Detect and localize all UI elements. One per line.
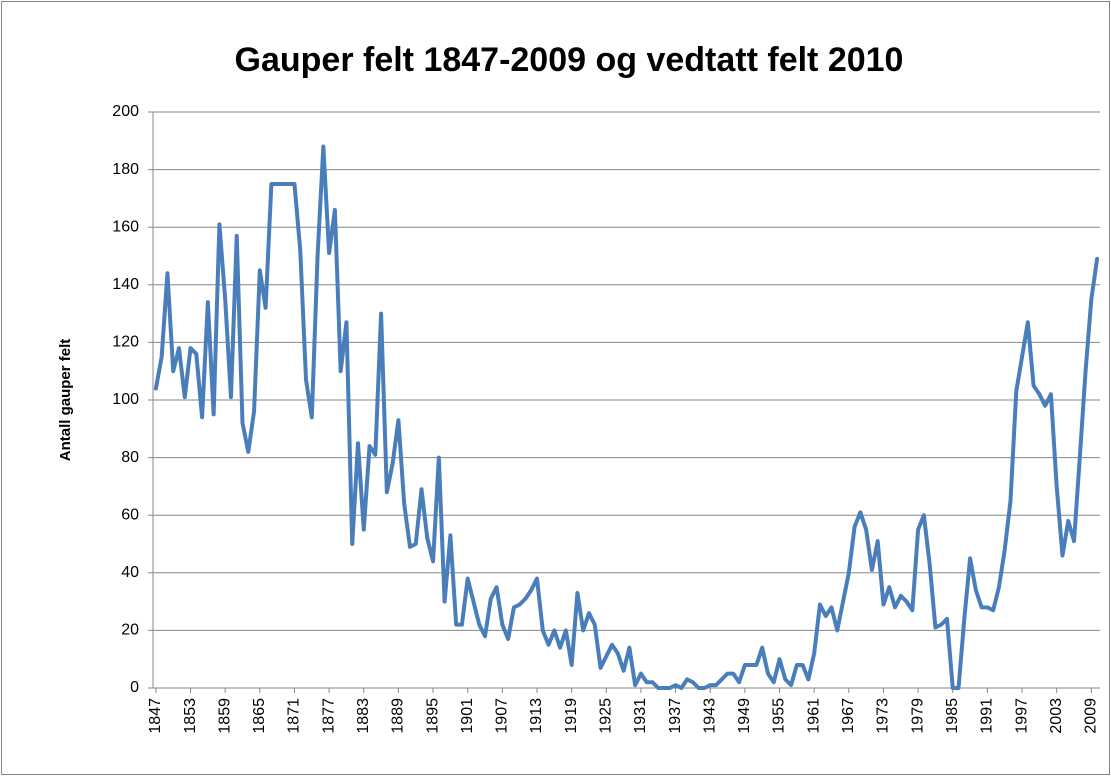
y-tick-label: 160 [112,218,139,235]
x-tick-label: 1991 [979,698,996,734]
y-tick-label: 40 [121,564,139,581]
x-tick-label: 1913 [528,698,545,734]
x-tick-label: 1895 [424,698,441,734]
x-tick-label: 1907 [494,698,511,734]
x-tick-label: 1955 [771,698,788,734]
y-tick-label: 200 [112,103,139,120]
x-tick-label: 1877 [320,698,337,734]
x-tick-label: 1901 [459,698,476,734]
x-tick-label: 2009 [1083,698,1100,734]
x-tick-label: 1883 [355,698,372,734]
y-axis-label: Antall gauper felt [57,339,74,462]
x-tick-label: 2003 [1048,698,1065,734]
data-line [153,144,1100,690]
y-tick-label: 100 [112,391,139,408]
x-tick-label: 1967 [840,698,857,734]
x-tick-label: 1979 [909,698,926,734]
x-tick-label: 1949 [736,698,753,734]
x-tick-label: 1961 [805,698,822,734]
x-tick-label: 1925 [598,698,615,734]
x-tick-label: 1847 [147,698,164,734]
x-tick-label: 1973 [875,698,892,734]
y-tick-label: 180 [112,161,139,178]
x-tick-label: 1889 [390,698,407,734]
x-tick-label: 1985 [944,698,961,734]
x-tick-label: 1853 [182,698,199,734]
x-tick-label: 1859 [216,698,233,734]
x-tick-label: 1865 [251,698,268,734]
y-tick-label: 0 [130,679,139,696]
y-tick-label: 140 [112,276,139,293]
x-tick-label: 1937 [667,698,684,734]
y-tick-label: 120 [112,334,139,351]
x-tick-label: 1931 [632,698,649,734]
y-tick-label: 20 [121,622,139,639]
x-tick-label: 1919 [563,698,580,734]
x-tick-label: 1997 [1013,698,1030,734]
chart-title: Gauper felt 1847-2009 og vedtatt felt 20… [235,41,904,79]
y-tick-label: 60 [121,506,139,523]
x-tick-label: 1943 [701,698,718,734]
y-tick-label: 80 [121,449,139,466]
x-tick-label: 1871 [286,698,303,734]
